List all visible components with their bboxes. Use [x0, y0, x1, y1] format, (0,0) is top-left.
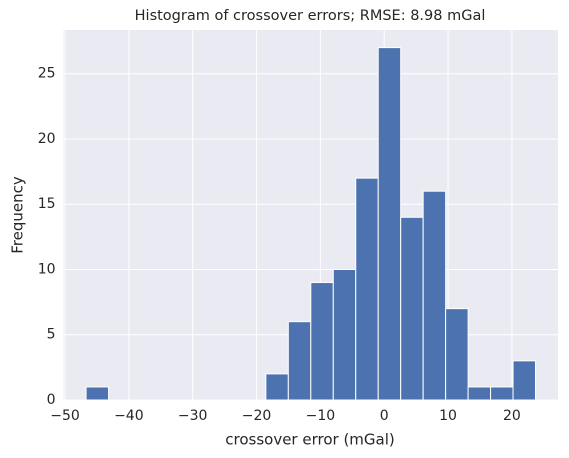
bar — [377, 47, 402, 401]
y-tick-label: 15 — [38, 196, 56, 212]
bar — [310, 282, 334, 401]
x-tick-label: −20 — [242, 408, 272, 424]
bar — [332, 268, 357, 401]
y-axis-label: Frequency — [9, 176, 27, 254]
bar — [512, 360, 537, 401]
x-tick-label: 20 — [503, 408, 521, 424]
y-tick-label: 0 — [47, 392, 56, 408]
x-tick-label: −40 — [114, 408, 144, 424]
x-tick-label: −50 — [50, 408, 80, 424]
chart-title: Histogram of crossover errors; RMSE: 8.9… — [135, 8, 486, 24]
x-tick-label: −30 — [178, 408, 208, 424]
bar — [490, 386, 514, 401]
x-tick-label: 10 — [439, 408, 457, 424]
bar — [422, 190, 447, 401]
bar — [467, 386, 492, 401]
y-tick-label: 20 — [38, 131, 56, 147]
bar — [265, 373, 289, 401]
y-tick-label: 25 — [38, 66, 56, 82]
x-axis-label: crossover error (mGal) — [225, 431, 395, 449]
bar — [445, 308, 469, 401]
bar — [85, 386, 110, 401]
x-tick-label: 0 — [380, 408, 389, 424]
bar — [400, 216, 424, 401]
y-tick-label: 10 — [38, 261, 56, 277]
y-tick-label: 5 — [47, 327, 56, 343]
bar — [287, 321, 312, 401]
x-tick-label: −10 — [306, 408, 336, 424]
bar — [355, 177, 379, 401]
